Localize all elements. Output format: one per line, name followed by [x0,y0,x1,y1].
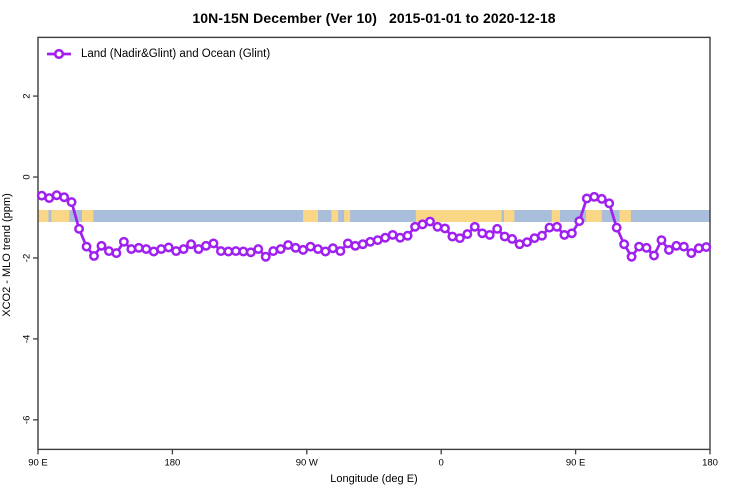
data-point [118,236,129,247]
data-point [253,244,264,255]
data-point [126,244,137,255]
data-point [89,250,99,261]
legend-label: Land (Nadir&Glint) and Ocean (Glint) [81,48,271,60]
data-point [439,223,450,234]
land-patch [619,210,631,222]
data-point [454,233,465,244]
land-patch [415,210,502,222]
data-point [133,242,144,253]
y-tick-label: -2 [22,254,33,262]
legend-marker-icon [47,48,71,60]
land-patch [38,210,49,222]
data-point [477,228,488,239]
data-point [522,237,533,248]
land-patch [303,210,318,222]
data-point [186,239,197,250]
data-point [402,230,413,241]
data-point [447,231,458,242]
data-point [275,244,286,255]
data-point [298,244,309,255]
data-point [156,244,167,255]
data-point [649,250,659,261]
plot-box [37,36,711,451]
y-tick-label: 0 [22,174,33,179]
x-tick-label: 0 [439,457,444,468]
chart-title: 10N-15N December (Ver 10) 2015-01-01 to … [192,10,556,26]
data-point [693,243,704,254]
data-point [365,236,376,247]
land-patch [344,210,351,222]
x-axis-title: Longitude (deg E) [330,473,418,485]
data-point [678,241,689,252]
data-point [634,241,645,252]
land-patch [331,210,339,222]
data-point [656,235,667,246]
data-point [245,247,256,258]
data-point [260,251,271,262]
data-point [193,244,204,255]
data-point [596,193,607,204]
data-point [178,244,189,255]
y-tick-label: -4 [22,335,33,343]
land-patch [51,210,70,222]
land-patch [586,210,602,222]
data-point [469,221,480,232]
data-point [462,229,473,240]
data-point [320,246,331,257]
y-axis-title: XCO2 - MLO trend (ppm) [1,193,13,317]
data-point [641,242,652,253]
data-point [350,240,361,251]
data-point [425,216,435,227]
x-tick-label: 90 W [296,457,318,468]
data-point [492,223,503,234]
data-point [566,228,577,239]
data-point [559,229,570,240]
data-point [537,230,547,241]
x-tick-label: 180 [164,457,180,468]
land-patch [503,210,515,222]
data-point [335,246,346,257]
data-point [686,248,697,259]
data-point [507,233,518,244]
x-tick-label: 90 E [28,457,48,468]
data-point [701,242,712,252]
ocean-band [38,210,710,222]
data-point [619,239,630,250]
data-point [163,242,174,253]
y-tick-label: 2 [22,93,33,98]
data-point [96,240,107,251]
data-point [66,197,77,208]
data-point [663,244,674,255]
data-point [208,238,219,249]
data-point [484,229,495,240]
data-point [626,251,637,262]
data-point [604,198,615,209]
data-point [574,216,585,227]
data-point [111,248,122,259]
x-tick-label: 90 E [566,457,586,468]
data-point [551,221,562,232]
land-patch [551,210,560,222]
data-point [59,192,70,203]
land-patch [82,210,94,222]
data-point [432,221,443,232]
data-point [581,193,592,204]
data-point [74,223,85,234]
legend: Land (Nadir&Glint) and Ocean (Glint) [46,48,270,60]
data-point [81,241,92,252]
y-tick-label: -6 [22,416,33,424]
data-point [611,222,622,233]
x-tick-label: 180 [702,457,718,468]
